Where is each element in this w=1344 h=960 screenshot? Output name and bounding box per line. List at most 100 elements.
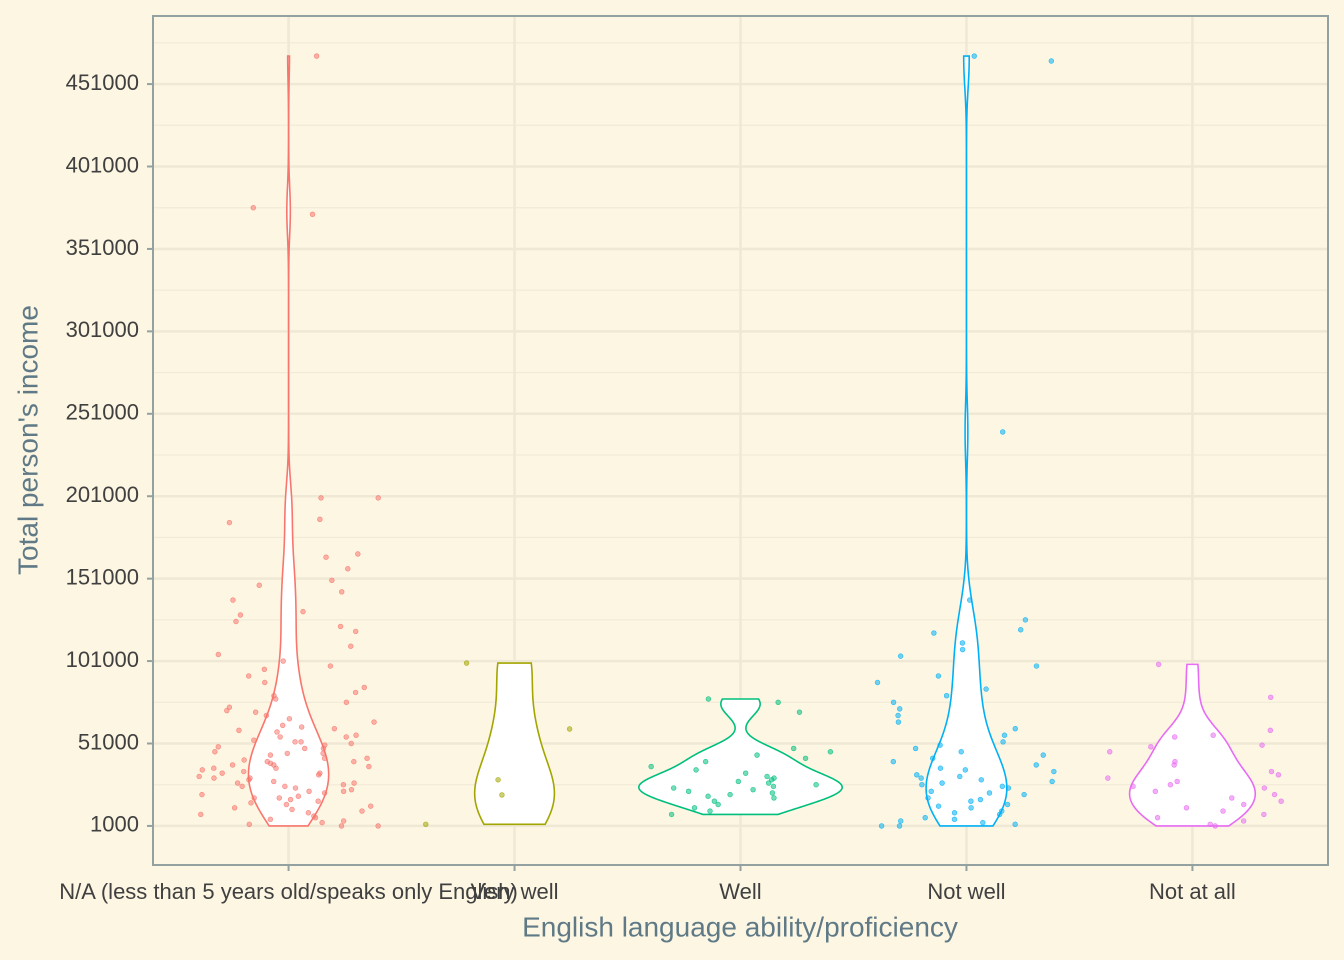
x-tick-label: Not well (927, 879, 1005, 904)
point (939, 780, 945, 786)
point (890, 699, 897, 705)
point (246, 777, 252, 783)
x-tick-label: Very well (471, 879, 559, 904)
point (937, 742, 943, 748)
point (1259, 742, 1265, 748)
point (300, 608, 306, 615)
point (796, 709, 803, 715)
point (212, 749, 218, 755)
point (345, 566, 351, 572)
point (827, 749, 834, 755)
point (338, 823, 345, 829)
y-tick-label: 201000 (66, 482, 139, 507)
point (348, 740, 354, 747)
point (937, 765, 944, 771)
point (705, 696, 712, 702)
point (353, 732, 359, 738)
point (237, 612, 244, 618)
point (375, 495, 381, 501)
y-tick-label: 301000 (66, 317, 139, 342)
point (874, 679, 881, 686)
point (931, 630, 937, 636)
point (878, 823, 885, 829)
point (283, 801, 290, 808)
point (986, 790, 993, 796)
violin (925, 55, 1008, 827)
point (1012, 821, 1018, 827)
point (705, 793, 711, 799)
point (343, 734, 349, 740)
point (742, 770, 749, 776)
point (775, 699, 781, 705)
point (361, 684, 367, 691)
point (1174, 778, 1180, 785)
point (1022, 617, 1029, 623)
point (306, 788, 312, 795)
point (977, 796, 984, 803)
point (317, 516, 323, 523)
y-tick-label: 251000 (66, 400, 139, 425)
point (230, 597, 236, 603)
point (1278, 798, 1284, 804)
point (343, 699, 350, 705)
point (935, 673, 942, 679)
point (1154, 814, 1161, 821)
point (302, 745, 308, 752)
x-tick-label: N/A (less than 5 years old/speaks only E… (59, 879, 518, 904)
point (1183, 805, 1190, 811)
point (1152, 788, 1159, 795)
point (770, 783, 777, 790)
x-tick-label: Well (719, 879, 761, 904)
point (262, 679, 268, 686)
point (1261, 785, 1268, 791)
point (423, 821, 429, 827)
violin (638, 698, 843, 816)
point (312, 814, 319, 821)
point (256, 582, 262, 588)
point (318, 495, 324, 501)
point (267, 752, 274, 758)
point (359, 808, 365, 814)
point (715, 801, 721, 808)
point (1012, 725, 1018, 732)
point (248, 800, 254, 806)
y-tick-label: 1000 (90, 812, 139, 837)
point (277, 734, 283, 740)
point (246, 821, 252, 827)
point (284, 750, 290, 757)
point (367, 803, 374, 809)
point (224, 707, 230, 714)
point (364, 755, 370, 762)
point (250, 205, 256, 211)
point (968, 805, 974, 811)
point (241, 768, 247, 775)
point (1207, 821, 1213, 827)
point (352, 628, 359, 635)
violin (473, 662, 556, 826)
point (1000, 429, 1006, 435)
point (1267, 694, 1274, 701)
point (267, 816, 274, 823)
grid (153, 16, 1328, 865)
point (1001, 732, 1008, 738)
point (959, 640, 966, 646)
point (1033, 663, 1040, 669)
point (351, 758, 357, 765)
point (495, 777, 501, 783)
y-tick-label: 101000 (66, 647, 139, 672)
point (321, 755, 328, 762)
point (951, 810, 958, 816)
point (702, 758, 709, 765)
point (930, 755, 936, 762)
point (971, 53, 977, 59)
point (895, 719, 902, 725)
point (983, 686, 989, 692)
violin (247, 55, 330, 827)
point (890, 758, 897, 765)
point (897, 706, 903, 712)
y-tick-label: 351000 (66, 235, 139, 260)
point (282, 783, 288, 790)
violin (1128, 663, 1257, 827)
point (895, 712, 901, 719)
point (1048, 58, 1055, 64)
